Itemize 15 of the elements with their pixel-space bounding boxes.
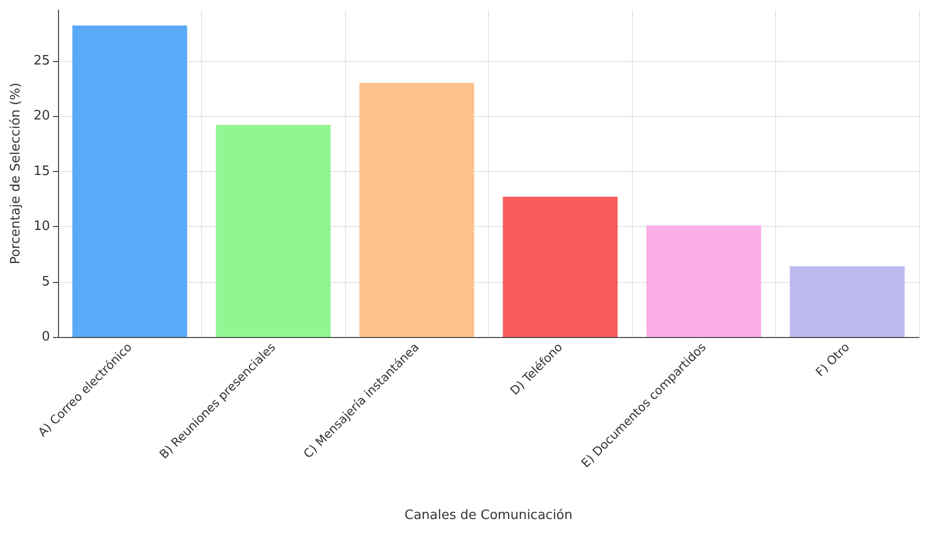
- y-tick-label: 20: [33, 108, 50, 124]
- bar: [790, 266, 905, 337]
- y-tick-label: 15: [33, 164, 50, 179]
- y-tick-label: 25: [33, 53, 50, 68]
- bar: [216, 124, 331, 337]
- bar: [502, 196, 618, 337]
- y-axis-title: Porcentaje de Selección (%): [8, 82, 24, 264]
- bar: [72, 25, 188, 337]
- y-tick-label: 10: [33, 219, 50, 234]
- x-tick-label: F) Otro: [812, 340, 852, 380]
- bar: [646, 225, 762, 337]
- y-tick-label: 5: [42, 274, 50, 290]
- x-axis-title: Canales de Comunicación: [404, 508, 572, 523]
- bar: [359, 82, 474, 337]
- y-tick-label: 0: [42, 330, 50, 344]
